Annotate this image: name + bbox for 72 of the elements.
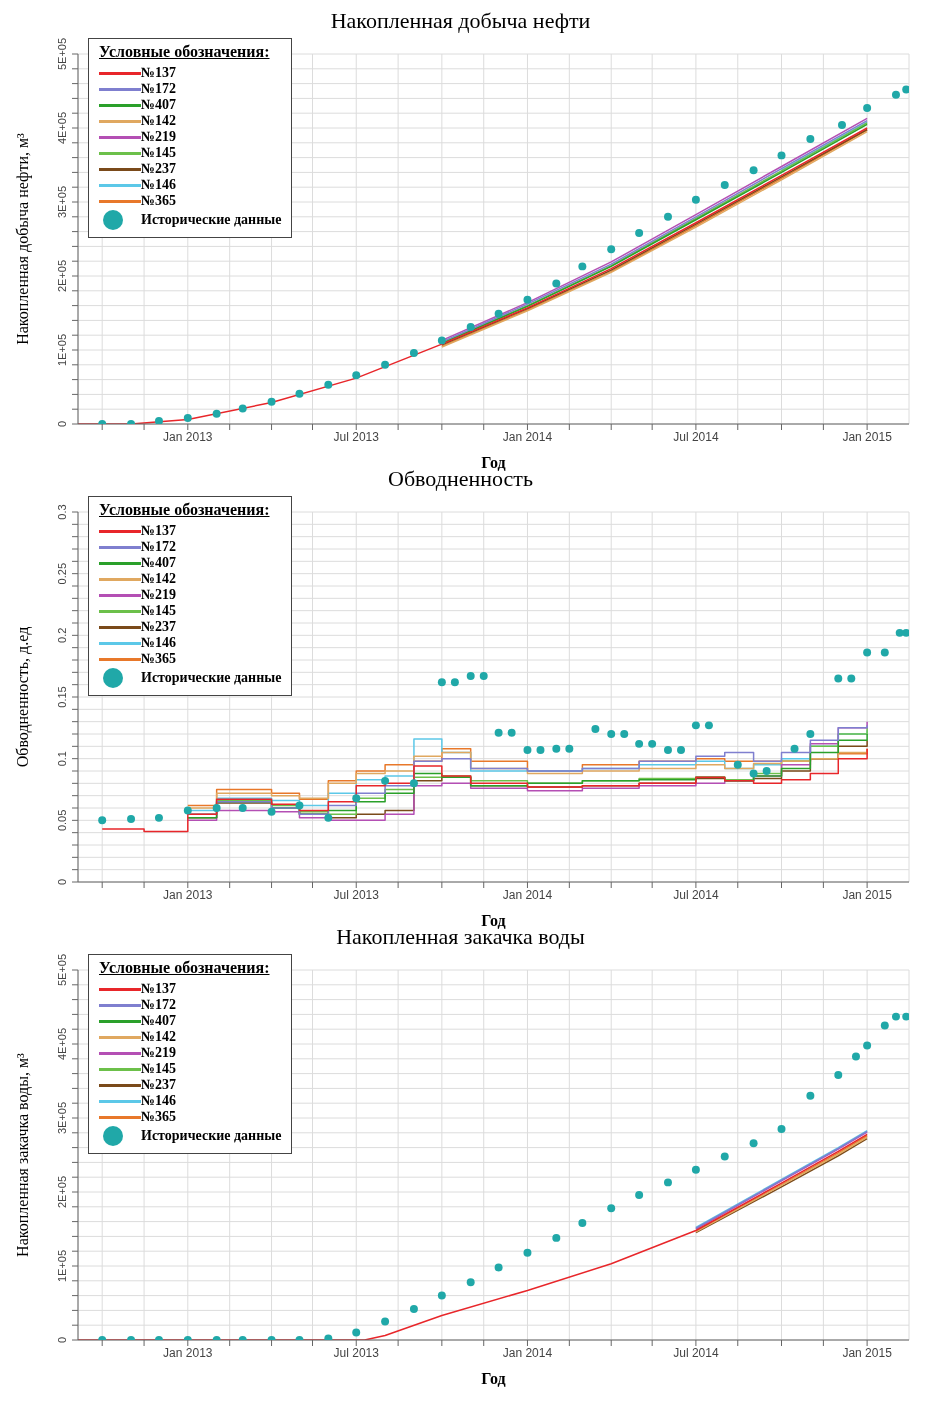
y-tick-label: 3E+05 [56,185,68,219]
y-tick-label: 5E+05 [56,953,68,987]
y-tick-label: 2E+05 [56,1175,68,1209]
y-tick-label: 4E+05 [56,1027,68,1061]
y-tick-label: 0.25 [56,562,68,585]
y-tick-label: 1E+05 [56,1249,68,1283]
chart-title: Накопленная добыча нефти [329,8,592,33]
legend-title: Условные обозначения: [99,43,271,61]
legend-label: Исторические данные [141,212,282,228]
y-tick-label: 3E+05 [56,1101,68,1135]
legend-label: Исторические данные [141,670,282,686]
legend-label: №237 [141,161,177,177]
legend-title: Условные обозначения: [99,501,271,519]
y-tick-label: 0.3 [56,504,68,520]
y-tick-label: 2E+05 [56,259,68,293]
legend-label: №146 [141,1093,177,1109]
y-tick-label: 0.15 [56,686,68,708]
x-axis-title: Год [481,1370,506,1387]
legend-label: №145 [141,603,177,619]
x-tick-label: Jan 2014 [502,1345,553,1360]
x-tick-label: Jul 2013 [333,1345,380,1360]
legend-label: №146 [141,177,177,193]
legend-label: №219 [141,587,177,603]
legend-label: №407 [141,555,177,571]
x-tick-label: Jul 2014 [673,887,719,902]
legend-label: №137 [141,65,177,81]
legend-label: №219 [141,129,177,145]
legend-label: №237 [141,1077,177,1093]
y-tick-label: 4E+05 [56,111,68,145]
y-tick-label: 1E+05 [56,333,68,367]
x-tick-label: Jan 2013 [163,1345,213,1360]
legend-label: №145 [141,145,177,161]
x-tick-label: Jan 2015 [842,429,893,444]
legend-label: №145 [141,1061,177,1077]
x-tick-label: Jul 2013 [333,429,380,444]
legend-title: Условные обозначения: [99,959,271,977]
x-tick-label: Jan 2015 [842,887,893,902]
x-tick-label: Jul 2013 [333,887,380,902]
legend-label: №365 [141,193,177,209]
y-tick-label: 0 [56,878,68,886]
y-tick-label: 0.05 [56,809,68,832]
y-axis-title: Накопленная добыча нефти, м³ [13,132,32,345]
x-tick-label: Jan 2014 [502,887,553,902]
y-axis-title: Обводненность, д.ед [13,626,32,768]
legend-label: №137 [141,981,177,997]
y-tick-label: 5E+05 [56,37,68,71]
legend-label: №146 [141,635,177,651]
legend-label: №172 [141,997,177,1013]
y-tick-label: 0 [56,420,68,428]
y-tick-label: 0.2 [56,627,68,643]
legend-label: №237 [141,619,177,635]
x-tick-label: Jan 2013 [163,887,213,902]
legend-label: №365 [141,651,177,667]
x-tick-label: Jul 2014 [673,1345,719,1360]
legend-label: №137 [141,523,177,539]
legend-label: №365 [141,1109,177,1125]
legend-label: №142 [141,571,177,587]
legend-label: №219 [141,1045,177,1061]
legend-label: Исторические данные [141,1128,282,1144]
legend-label: №142 [141,113,177,129]
legend-label: №407 [141,97,177,113]
legend-label: №407 [141,1013,177,1029]
x-tick-label: Jul 2014 [673,429,719,444]
legend-label: №172 [141,81,177,97]
y-axis-title: Накопленная закачка воды, м³ [13,1052,32,1257]
x-tick-label: Jan 2014 [502,429,553,444]
legend-label: №142 [141,1029,177,1045]
y-tick-label: 0 [56,1336,68,1344]
y-tick-label: 0.1 [56,751,68,767]
x-tick-label: Jan 2015 [842,1345,893,1360]
x-tick-label: Jan 2013 [163,429,213,444]
legend-label: №172 [141,539,177,555]
